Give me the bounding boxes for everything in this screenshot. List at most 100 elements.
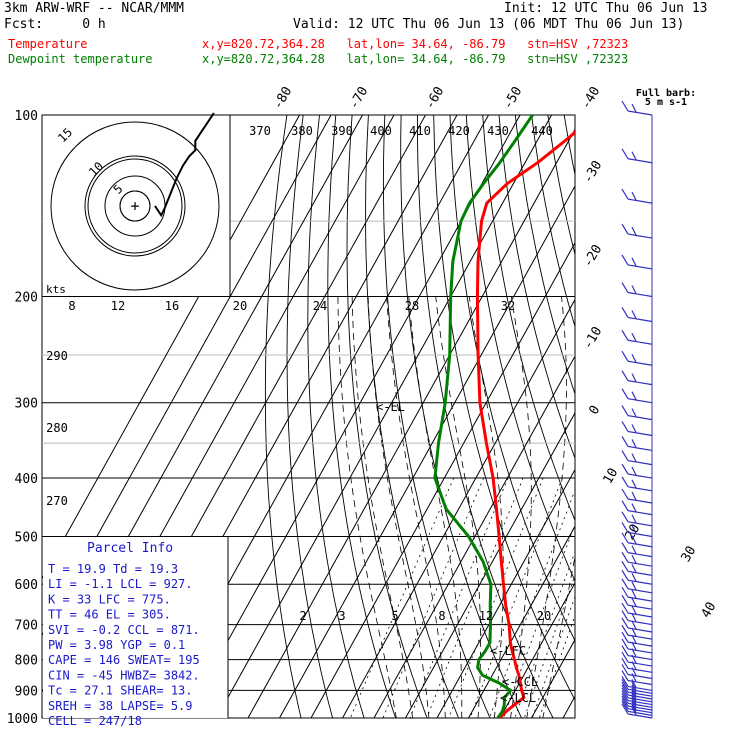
hodograph-ring xyxy=(84,155,186,257)
mixing-ratio-line xyxy=(349,477,455,718)
wind-barb xyxy=(627,264,653,270)
dry-adiabat xyxy=(613,115,740,731)
isotherm-label: -60 xyxy=(423,84,448,112)
pressure-tick-label: 100 xyxy=(15,109,38,124)
parcel-info-row: TT = 46 EL = 305. xyxy=(48,608,171,622)
barb-legend-title: Full barb: xyxy=(636,88,696,99)
wind-barb xyxy=(621,631,629,643)
wind-barb xyxy=(627,604,653,610)
isotherm xyxy=(279,185,575,718)
wind-barb xyxy=(621,188,629,200)
isotherm-label: -40 xyxy=(579,84,604,112)
wind-barb xyxy=(621,610,629,621)
wind-barb xyxy=(621,617,629,629)
moist-adiabat xyxy=(468,296,504,718)
mixing-ratio-line xyxy=(469,477,563,718)
dry-adiabat xyxy=(662,115,740,731)
wind-barb xyxy=(627,110,653,116)
mixing-ratio-label: 32 xyxy=(501,299,515,313)
theta-label: 390 xyxy=(331,124,353,138)
wind-barb xyxy=(627,486,653,492)
wind-barb xyxy=(631,682,637,691)
wind-barb xyxy=(621,148,629,160)
pressure-tick-label: 600 xyxy=(15,578,38,593)
valid-time: Valid: 12 UTC Thu 06 Jun 13 (06 MDT Thu … xyxy=(293,17,685,32)
wind-barb xyxy=(621,701,629,712)
isotherm-label: 0 xyxy=(587,403,604,417)
wind-barb xyxy=(631,408,637,417)
wind-barb xyxy=(631,191,637,201)
wind-barb xyxy=(621,687,629,699)
pressure-tick-label: 300 xyxy=(15,397,38,412)
pressure-tick-label: 900 xyxy=(15,684,38,699)
wind-barb xyxy=(621,594,629,606)
dry-adiabat xyxy=(727,115,740,731)
mixing-ratio-label: 3 xyxy=(338,609,345,623)
isotherm xyxy=(405,411,575,718)
wind-barb xyxy=(631,466,637,476)
theta-label: 430 xyxy=(487,124,509,138)
wind-barb xyxy=(631,391,637,400)
wind-barb xyxy=(627,713,653,719)
wind-barb xyxy=(631,581,637,591)
wind-barb xyxy=(627,612,653,618)
wind-barb xyxy=(631,706,637,716)
hodograph-ring xyxy=(119,190,151,222)
wind-barb xyxy=(621,223,629,235)
dry-adiabat xyxy=(498,115,575,460)
pressure-tick-label: 800 xyxy=(15,654,38,669)
wind-barb xyxy=(627,579,653,585)
temperature-location: x,y=820.72,364.28 lat,lon= 34.64, -86.79… xyxy=(202,37,629,51)
mixing-ratio-line xyxy=(488,489,575,718)
isotherm-label: -70 xyxy=(347,84,372,112)
wind-barb xyxy=(621,388,629,400)
mixing-ratio-label: 16 xyxy=(165,299,179,313)
level-annotation: <-LCL xyxy=(500,691,536,705)
moist-adiabat xyxy=(367,296,430,718)
wind-barb xyxy=(621,670,629,681)
wind-barb xyxy=(631,332,637,342)
dewpoint-legend-label: Dewpoint temperature xyxy=(8,52,153,66)
wind-barb xyxy=(621,664,629,675)
dry-adiabat xyxy=(382,115,491,718)
wind-barb xyxy=(627,198,653,204)
wind-barb xyxy=(621,693,629,704)
wind-barb xyxy=(631,696,637,705)
wind-barb xyxy=(621,100,629,112)
dewpoint-profile xyxy=(433,115,534,718)
wind-barb xyxy=(627,445,653,452)
wind-barb xyxy=(627,685,653,692)
wind-barb xyxy=(627,498,653,504)
wind-barb xyxy=(621,578,629,590)
wind-barb xyxy=(631,310,637,319)
wind-barb xyxy=(627,542,653,548)
parcel-info-row: SVI = -0.2 CCL = 871. xyxy=(48,623,200,637)
wind-barb xyxy=(627,699,653,706)
wind-barb xyxy=(627,596,653,602)
pressure-tick-label: 400 xyxy=(15,472,38,487)
wind-barb xyxy=(621,698,629,710)
parcel-info-row: K = 33 LFC = 775. xyxy=(48,592,171,606)
wind-barb xyxy=(627,697,653,703)
wind-barb xyxy=(627,561,653,567)
wind-barb xyxy=(621,436,629,447)
isotherm xyxy=(247,128,575,718)
wind-barb xyxy=(631,479,637,489)
wind-barb xyxy=(627,521,653,527)
isotherm xyxy=(373,355,575,718)
wind-barb xyxy=(621,569,629,581)
isotherm-label: -30 xyxy=(581,158,606,186)
barb-legend-units: 5 m s-1 xyxy=(645,97,687,108)
theta-label: 440 xyxy=(531,124,553,138)
wind-barb xyxy=(621,329,629,341)
mixing-ratio-line xyxy=(503,522,575,718)
wind-barb xyxy=(621,684,629,696)
dry-adiabat xyxy=(307,115,365,718)
pressure-tick-label: 700 xyxy=(15,619,38,634)
hodograph-ring xyxy=(50,121,220,291)
isotherm xyxy=(499,581,575,718)
wind-barb xyxy=(621,658,629,669)
wind-barb xyxy=(631,613,637,622)
wind-barb xyxy=(621,624,629,636)
wind-barb xyxy=(627,570,653,576)
